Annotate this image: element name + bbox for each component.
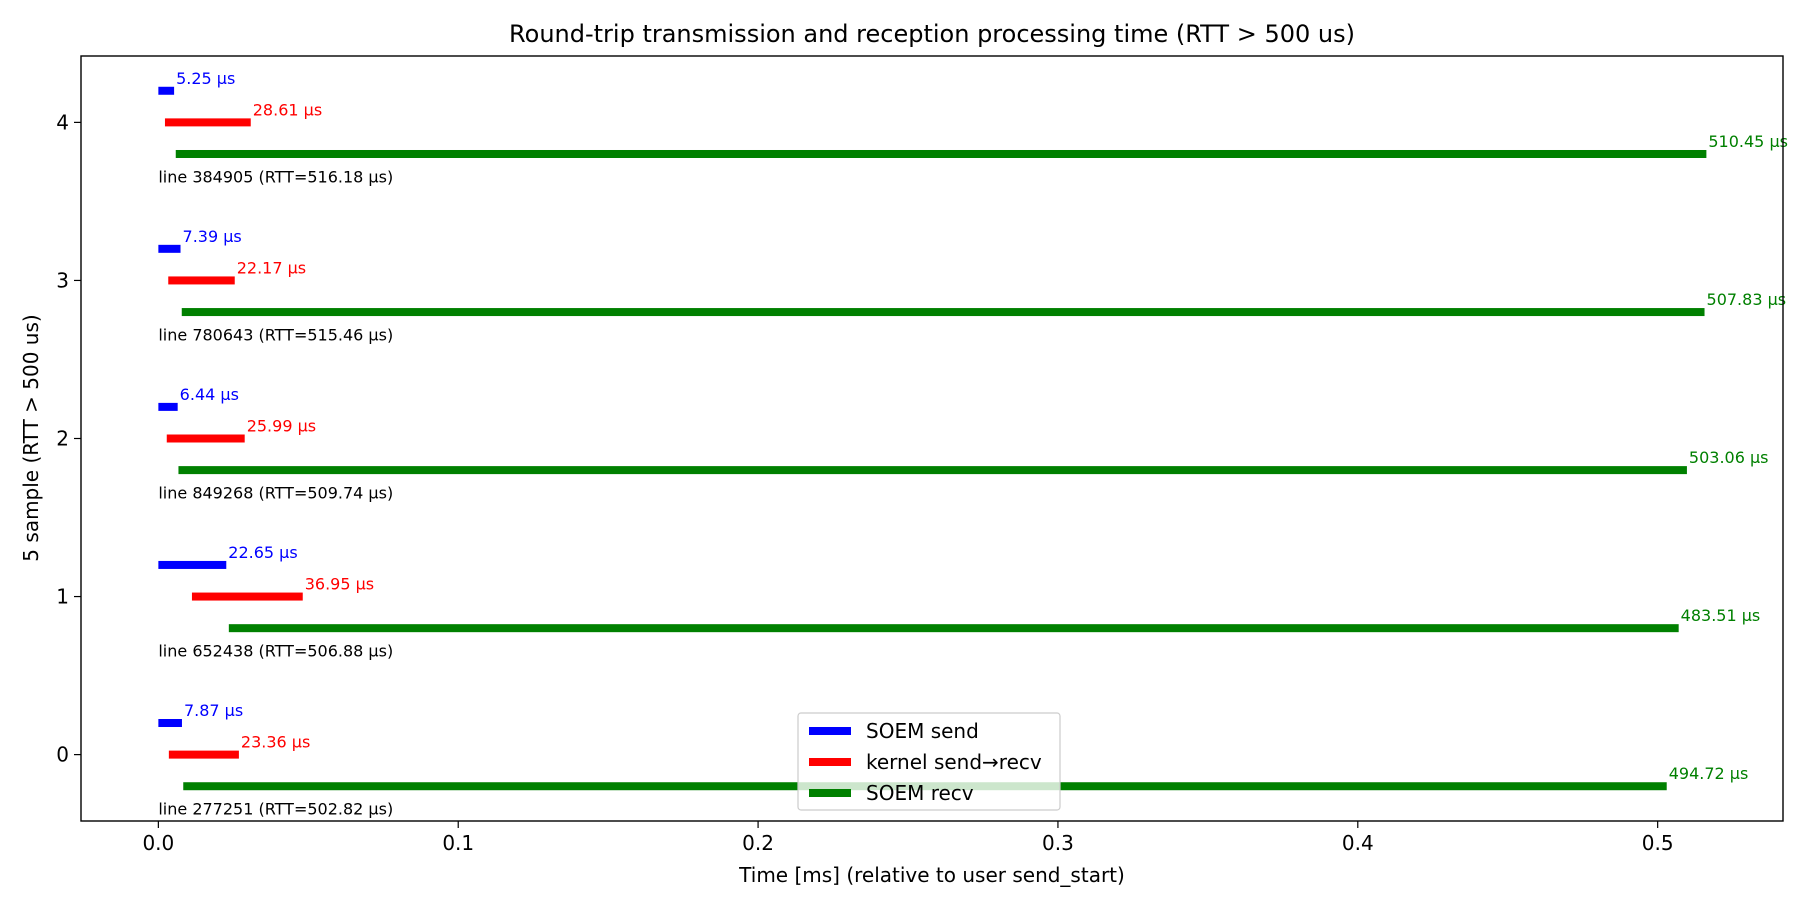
x-axis: 0.0 0.1 0.2 0.3 0.4 0.5 xyxy=(142,821,1674,855)
sample-label-1: line 652438 (RTT=506.88 µs) xyxy=(158,642,393,661)
bar-soem-send-sample-3 xyxy=(158,244,181,253)
bar-soem-recv-sample-4 xyxy=(175,149,1707,158)
chart-marks: 7.87 µs 23.36 µs 494.72 µs line 277251 (RTT… xyxy=(158,69,1788,819)
value-label-0-1: 23.36 µs xyxy=(241,733,310,752)
x-tick-label: 0.2 xyxy=(742,831,774,855)
y-tick-label: 0 xyxy=(56,743,69,767)
value-label-4-0: 5.25 µs xyxy=(176,69,235,88)
value-label-4-2: 510.45 µs xyxy=(1708,132,1788,151)
value-label-3-0: 7.39 µs xyxy=(183,227,242,246)
value-label-1-0: 22.65 µs xyxy=(228,543,297,562)
legend-label: kernel send→recv xyxy=(866,750,1042,774)
y-axis-label: 5 sample (RTT > 500 us) xyxy=(19,314,43,561)
value-label-4-1: 28.61 µs xyxy=(253,100,322,119)
bar-kernel-send-recv-sample-0 xyxy=(168,750,239,759)
bar-soem-recv-sample-1 xyxy=(228,624,1679,633)
sample-label-3: line 780643 (RTT=515.46 µs) xyxy=(158,326,393,345)
y-tick-label: 1 xyxy=(56,585,69,609)
sample-label-0: line 277251 (RTT=502.82 µs) xyxy=(158,800,393,819)
bar-soem-send-sample-2 xyxy=(158,402,178,411)
x-tick-label: 0.4 xyxy=(1342,831,1374,855)
x-tick-label: 0.5 xyxy=(1642,831,1674,855)
value-label-2-1: 25.99 µs xyxy=(247,417,316,436)
legend: SOEM send kernel send→recv SOEM recv xyxy=(797,712,1061,811)
value-label-1-1: 36.95 µs xyxy=(305,575,374,594)
bar-soem-send-sample-0 xyxy=(158,719,182,728)
value-label-2-0: 6.44 µs xyxy=(180,385,239,404)
legend-box xyxy=(797,712,1061,811)
legend-label: SOEM recv xyxy=(866,781,974,805)
y-tick-label: 4 xyxy=(56,110,69,134)
bar-soem-recv-sample-3 xyxy=(181,308,1705,317)
value-label-2-2: 503.06 µs xyxy=(1689,448,1769,467)
value-label-3-2: 507.83 µs xyxy=(1707,290,1787,309)
bar-kernel-send-recv-sample-4 xyxy=(164,118,251,127)
bar-soem-send-sample-1 xyxy=(158,560,227,569)
legend-label: SOEM send xyxy=(866,719,979,743)
x-tick-label: 0.1 xyxy=(442,831,474,855)
value-label-1-2: 483.51 µs xyxy=(1681,606,1761,625)
sample-label-4: line 384905 (RTT=516.18 µs) xyxy=(158,167,393,186)
bar-kernel-send-recv-sample-2 xyxy=(166,434,245,443)
x-axis-label: Time [ms] (relative to user send_start) xyxy=(738,863,1125,887)
y-tick-label: 2 xyxy=(56,427,69,451)
bar-kernel-send-recv-sample-1 xyxy=(191,592,303,601)
y-tick-label: 3 xyxy=(56,268,69,292)
y-axis: 0 1 2 3 4 xyxy=(56,110,81,767)
x-tick-label: 0.0 xyxy=(142,831,174,855)
chart-title: Round-trip transmission and reception pr… xyxy=(509,20,1355,48)
value-label-0-0: 7.87 µs xyxy=(184,701,243,720)
bar-kernel-send-recv-sample-3 xyxy=(168,276,235,285)
bar-soem-recv-sample-2 xyxy=(178,466,1687,475)
value-label-3-1: 22.17 µs xyxy=(237,258,306,277)
x-tick-label: 0.3 xyxy=(1042,831,1074,855)
bar-soem-send-sample-4 xyxy=(158,86,175,95)
value-label-0-2: 494.72 µs xyxy=(1669,764,1749,783)
sample-label-2: line 849268 (RTT=509.74 µs) xyxy=(158,484,393,503)
